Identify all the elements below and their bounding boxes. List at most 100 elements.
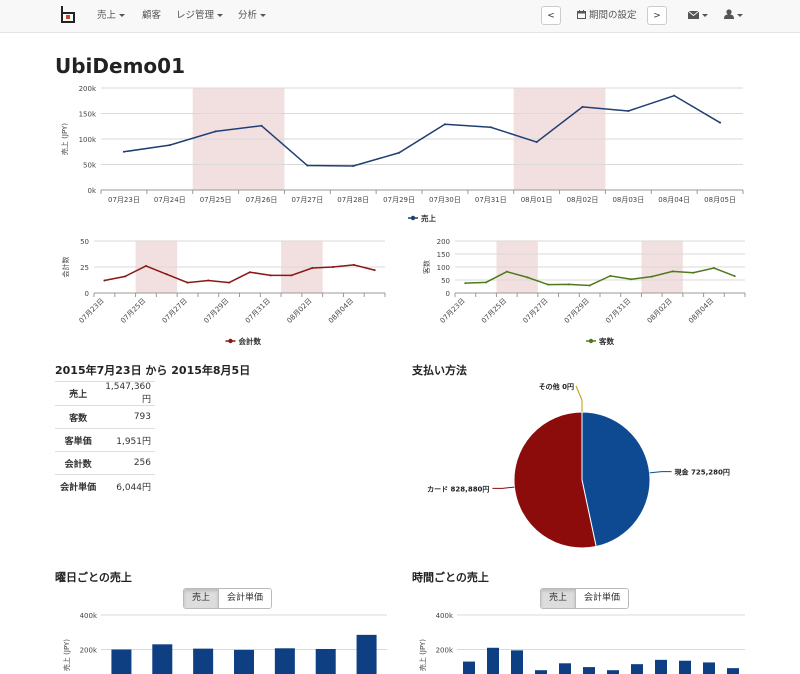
y-tick-label: 50k: [83, 162, 97, 170]
caret-down-icon: [702, 14, 708, 17]
x-tick-label: 07月27日: [521, 297, 549, 325]
x-tick-label: 08月05日: [704, 196, 736, 204]
nav-register-menu[interactable]: レジ管理: [176, 0, 224, 32]
y-tick-label: 100: [437, 264, 450, 272]
bar: [111, 649, 132, 674]
hourly-sales-toggle[interactable]: 売上: [541, 589, 577, 608]
y-tick-label: 150: [437, 251, 450, 259]
x-tick-label: 07月25日: [119, 297, 147, 325]
bar: [356, 634, 377, 674]
next-period-button[interactable]: >: [647, 6, 667, 25]
data-point: [332, 266, 335, 268]
range-from: 2015年7月23日: [55, 364, 142, 377]
data-point: [581, 105, 584, 108]
nav-customers-link[interactable]: 顧客: [142, 0, 161, 32]
series-line: [104, 264, 375, 284]
y-tick-label: 50: [441, 277, 450, 285]
data-point: [168, 144, 171, 147]
x-tick-label: 07月25日: [200, 196, 232, 204]
x-tick-label: 07月23日: [108, 196, 140, 204]
legend-label: 売上: [421, 213, 436, 223]
hourly-unit-toggle[interactable]: 会計単価: [576, 589, 629, 608]
prev-period-button[interactable]: <: [541, 6, 561, 25]
pie-slice: [581, 411, 651, 548]
hourly-toggle-group: 売上 会計単価: [540, 588, 630, 609]
y-tick-label: 0: [446, 290, 450, 298]
bar: [487, 647, 499, 674]
x-tick-label: 08月02日: [567, 196, 599, 204]
pie-label: その他 0円: [539, 382, 574, 391]
user-menu[interactable]: [724, 0, 743, 32]
data-point: [673, 94, 676, 97]
y-tick-label: 200k: [80, 647, 98, 655]
data-point: [352, 165, 355, 168]
summary-value: 793: [101, 405, 155, 429]
data-point: [535, 141, 538, 144]
x-tick-label: 07月27日: [161, 297, 189, 325]
data-point: [144, 264, 147, 267]
period-settings-label: 期間の設定: [589, 10, 637, 21]
weekday-unit-toggle[interactable]: 会計単価: [219, 589, 272, 608]
navbar: 売上 顧客 レジ管理 分析 < 期間の設定 >: [0, 0, 800, 33]
data-point: [214, 130, 217, 133]
bar: [679, 660, 691, 674]
y-axis-title: 客数: [422, 260, 431, 274]
data-point: [650, 275, 653, 278]
weekday-sales-toggle[interactable]: 売上: [184, 589, 220, 608]
bar: [559, 663, 571, 674]
bar: [703, 662, 715, 674]
data-point: [588, 284, 591, 287]
x-tick-label: 07月23日: [439, 297, 467, 325]
nav-customers-label: 顧客: [142, 10, 162, 21]
data-point: [186, 281, 189, 284]
y-tick-label: 100k: [79, 136, 97, 144]
ubi-logo-icon[interactable]: [58, 5, 78, 25]
data-point: [627, 109, 630, 112]
bar: [607, 670, 619, 674]
data-point: [712, 267, 715, 270]
data-point: [103, 279, 106, 282]
x-tick-label: 08月02日: [646, 297, 674, 325]
data-point: [228, 281, 231, 284]
nav-analysis-menu[interactable]: 分析: [238, 0, 267, 32]
messages-menu[interactable]: [687, 0, 708, 32]
y-tick-label: 50: [80, 238, 89, 246]
y-tick-label: 150k: [79, 111, 97, 119]
data-point: [526, 276, 529, 279]
x-tick-label: 07月30日: [429, 196, 461, 204]
data-point: [398, 151, 401, 154]
summary-value: 1,951円: [101, 428, 155, 452]
data-point: [733, 275, 736, 278]
period-settings-button[interactable]: 期間の設定: [577, 0, 637, 32]
data-point: [311, 267, 314, 270]
data-point: [122, 150, 125, 153]
summary-table: 売上 1,547,360円 客数 793 客単価 1,951円 会計数 256 会計単価…: [55, 381, 155, 497]
y-axis-title: 会計数: [61, 257, 70, 278]
nav-analysis-label: 分析: [238, 10, 258, 21]
y-tick-label: 200k: [436, 647, 454, 655]
summary-range-title: 2015年7月23日 から 2015年8月5日: [55, 362, 250, 378]
legend-marker: [588, 338, 594, 344]
x-tick-label: 07月23日: [78, 297, 106, 325]
caret-down-icon: [217, 14, 224, 17]
table-row: 会計数 256: [55, 451, 155, 475]
data-point: [248, 271, 251, 274]
data-point: [692, 271, 695, 274]
bar: [193, 648, 214, 674]
y-axis-title: 売上 (JPY): [62, 639, 71, 671]
nav-register-label: レジ管理: [176, 10, 215, 21]
nav-sales-menu[interactable]: 売上: [97, 0, 126, 32]
x-tick-label: 08月04日: [327, 297, 355, 325]
summary-label: 会計単価: [55, 474, 102, 497]
y-axis-title: 売上 (JPY): [60, 123, 69, 155]
y-tick-label: 200k: [79, 85, 97, 93]
nav-sales-label: 売上: [97, 10, 117, 21]
hourly-title: 時間ごとの売上: [412, 571, 489, 584]
x-tick-label: 07月29日: [563, 297, 591, 325]
legend-marker: [410, 215, 416, 221]
data-point: [609, 274, 612, 277]
page-title: UbiDemo01: [55, 54, 185, 78]
pie-connector: [492, 486, 515, 489]
summary-value: 256: [101, 451, 155, 475]
